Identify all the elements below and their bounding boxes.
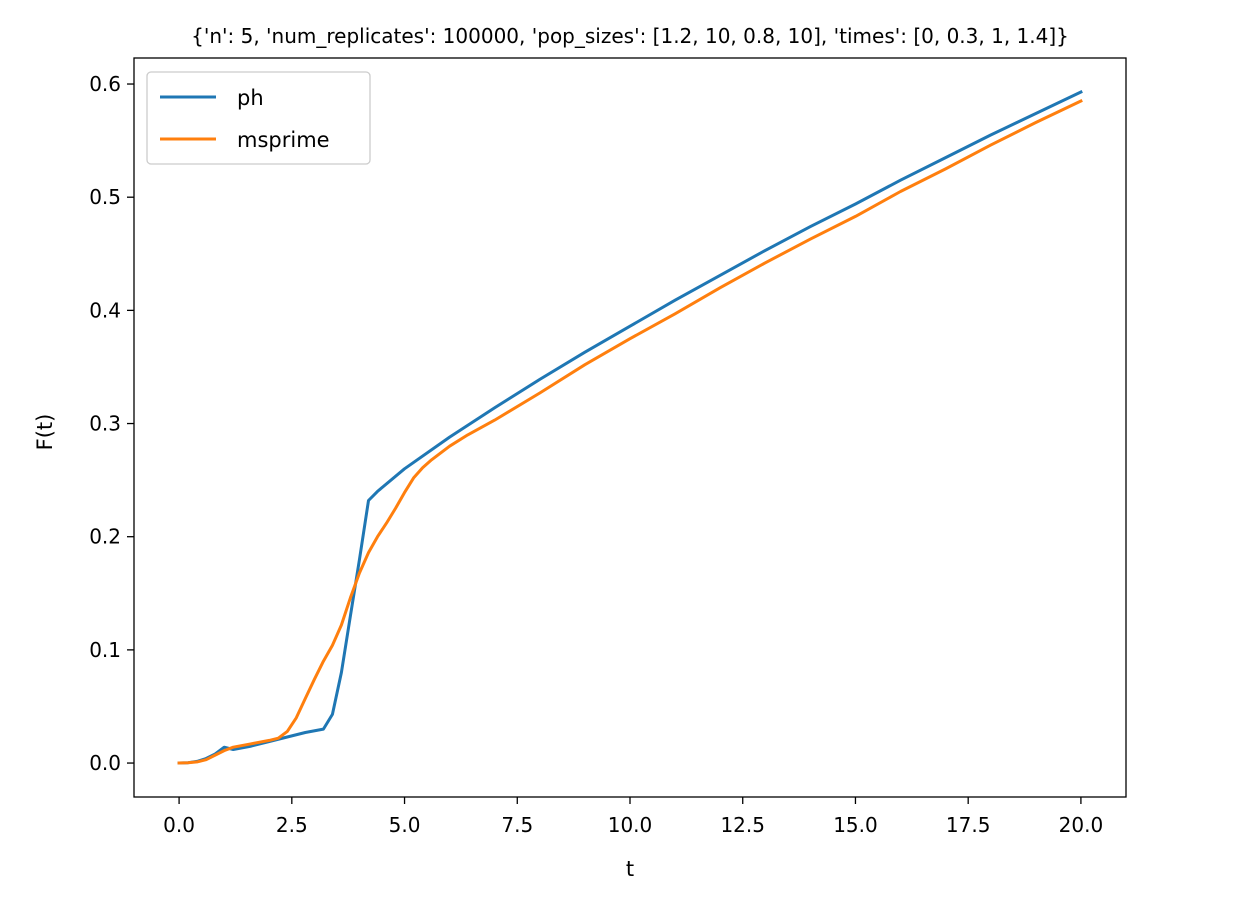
chart-title: {'n': 5, 'num_replicates': 100000, 'pop_…	[191, 24, 1069, 48]
y-tick-label: 0.3	[89, 412, 121, 436]
x-axis-ticks: 0.0 2.5 5.0 7.5 10.0 12.5 15.0 17.5 20.0	[163, 797, 1103, 837]
x-tick-label: 0.0	[163, 813, 195, 837]
legend-box	[146, 71, 371, 165]
plot-area-frame	[133, 57, 1127, 798]
y-tick-label: 0.6	[89, 72, 121, 96]
x-tick-label: 2.5	[276, 813, 308, 837]
y-axis-label: F(t)	[33, 414, 57, 451]
y-tick-label: 0.2	[89, 525, 121, 549]
x-tick-label: 12.5	[720, 813, 765, 837]
legend-label-msprime: msprime	[237, 128, 330, 152]
y-tick-label: 0.5	[89, 185, 121, 209]
x-tick-label: 15.0	[833, 813, 878, 837]
series-line-msprime	[177, 99, 1083, 765]
legend: ph msprime	[146, 71, 371, 165]
y-axis-ticks: 0.0 0.1 0.2 0.3 0.4 0.5 0.6	[89, 72, 134, 775]
x-tick-label: 17.5	[946, 813, 991, 837]
legend-label-ph: ph	[237, 86, 264, 110]
y-tick-label: 0.1	[89, 638, 121, 662]
x-tick-label: 10.0	[608, 813, 653, 837]
series-layer	[177, 90, 1083, 765]
x-axis-label: t	[626, 857, 634, 881]
x-tick-label: 7.5	[501, 813, 533, 837]
x-tick-label: 20.0	[1059, 813, 1104, 837]
y-tick-label: 0.4	[89, 298, 121, 322]
x-tick-label: 5.0	[389, 813, 421, 837]
y-tick-label: 0.0	[89, 751, 121, 775]
